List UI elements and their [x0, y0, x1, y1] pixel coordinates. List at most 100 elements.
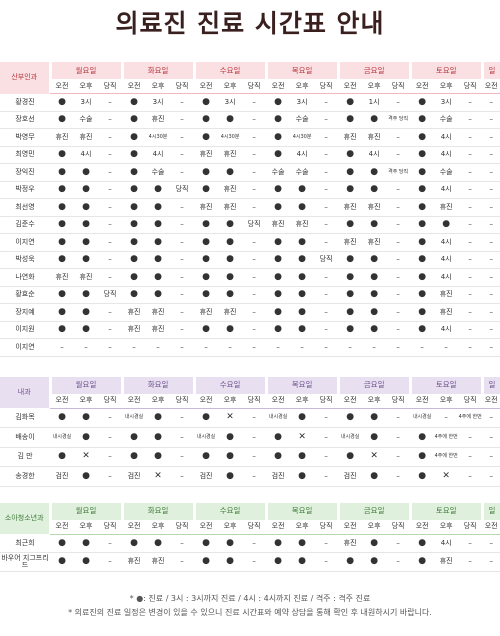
slot-header: 오전 [122, 79, 147, 94]
schedule-cell: 4시 [434, 268, 459, 287]
schedule-cell: ✕ [290, 427, 315, 448]
schedule-cell: ● [290, 408, 315, 428]
slot-header: 오후 [362, 519, 387, 535]
schedule-cell: 휴진 [50, 268, 74, 287]
department: 내과 [0, 376, 50, 408]
schedule-cell: ● [194, 408, 219, 428]
schedule-cell: – [170, 286, 195, 304]
schedule-cell: 3시 [290, 93, 315, 112]
schedule-cell: 휴진 [338, 128, 363, 147]
day-header: 토요일 [408, 376, 483, 394]
slot-header: 당직 [170, 519, 195, 535]
schedule-cell: – [314, 466, 339, 487]
schedule-cell: 검진 [194, 466, 219, 487]
section-table: 소아청소년과 월요일 화요일 수요일 목요일 금요일 토요일 일 오전 오후 당직 오전 오후 당직 오전 오… [0, 502, 500, 572]
slot-header: 오전 [50, 79, 74, 94]
slot-header: 오전 [410, 79, 435, 94]
schedule-cell: 수술 [290, 163, 315, 182]
schedule-cell: – [170, 93, 195, 112]
schedule-cell: – [386, 408, 411, 428]
schedule-cell: – [482, 534, 500, 553]
slot-header: 오후 [146, 79, 171, 94]
schedule-cell: – [482, 303, 500, 322]
schedule-cell: 내시경실 [410, 408, 435, 428]
schedule-cell: – [242, 251, 267, 269]
schedule-cell: ● [290, 181, 315, 199]
schedule-cell: ● [218, 552, 243, 572]
schedule-cell: ● [290, 198, 315, 217]
schedule-cell: ● [50, 251, 74, 269]
schedule-cell: 당직 [170, 181, 195, 199]
schedule-cell: – [314, 198, 339, 217]
schedule-cell: – [170, 447, 195, 467]
schedule-cell: ● [338, 93, 363, 112]
doctor-name: 이지원 [0, 321, 50, 339]
doctor-name: 송경한 [0, 466, 50, 487]
schedule-cell: 당직 [98, 286, 123, 304]
slot-header: 당직 [98, 393, 123, 409]
schedule-cell: ● [266, 447, 291, 467]
slot-header: 당직 [242, 79, 267, 94]
schedule-cell: ● [266, 321, 291, 339]
schedule-cell: – [386, 447, 411, 467]
doctor-row: 황효순 ● ● 당직 ● ● – ● ● – ● ● – ● ● – ● 휴진 – – [0, 286, 500, 304]
doctor-name: 황효순 [0, 286, 50, 304]
schedule-cell: – [314, 338, 339, 357]
schedule-cell: 내시경실 [50, 427, 74, 448]
schedule-cell: 휴진 [194, 303, 219, 322]
schedule-cell: ● [50, 146, 74, 164]
schedule-cell: ● [194, 216, 219, 234]
schedule-cell: ● [122, 427, 147, 448]
doctor-row: 바우어 지그프리드 ● ● – 휴진 휴진 – ● ● – ● ● – ● ● – ● 휴진 – – [0, 552, 500, 572]
schedule-cell: ● [266, 303, 291, 322]
schedule-cell: – [98, 146, 123, 164]
schedule-cell: – [242, 111, 267, 129]
schedule-cell: ● [218, 447, 243, 467]
day-header: 토요일 [408, 502, 483, 520]
schedule-cell: ● [266, 268, 291, 287]
schedule-cell: – [314, 427, 339, 448]
schedule-cell: 휴진 [434, 552, 459, 572]
schedule-cell: ● [362, 251, 387, 269]
schedule-cell: ● [218, 251, 243, 269]
schedule-cell: – [242, 552, 267, 572]
doctor-name: 배송이 [0, 427, 50, 448]
schedule-cell: – [386, 146, 411, 164]
schedule-cell: ● [338, 111, 363, 129]
schedule-cell: 4시30분 [218, 128, 243, 147]
schedule-cell: ● [266, 286, 291, 304]
schedule-cell: 휴진 [434, 303, 459, 322]
schedule-cell: ● [146, 408, 171, 428]
schedule-cell: ● [410, 128, 435, 147]
schedule-cell: – [458, 552, 483, 572]
schedule-cell: – [122, 338, 147, 357]
schedule-cell: 4시 [434, 233, 459, 252]
section-table: 산부인과 월요일 화요일 수요일 목요일 금요일 토요일 일 오전 오후 당직 오전 오후 당직 오전 오후 당… [0, 62, 500, 357]
schedule-cell: 4시 [434, 146, 459, 164]
schedule-cell: ● [410, 251, 435, 269]
schedule-cell: 당직 [314, 251, 339, 269]
schedule-cell: 휴진 [362, 198, 387, 217]
day-header: 수요일 [192, 376, 267, 394]
schedule-cell: ● [266, 552, 291, 572]
doctor-name: 김 만 [0, 447, 50, 467]
schedule-cell: – [242, 534, 267, 553]
schedule-cell: ● [410, 534, 435, 553]
slot-header: 당직 [242, 519, 267, 535]
schedule-cell: – [170, 233, 195, 252]
day-header: 금요일 [336, 62, 411, 79]
schedule-cell: – [242, 286, 267, 304]
schedule-cell: ● [122, 163, 147, 182]
schedule-cell: ✕ [74, 447, 98, 467]
schedule-cell: ● [410, 233, 435, 252]
schedule-cell: – [386, 198, 411, 217]
schedule-cell: ● [338, 163, 363, 182]
schedule-cell: ● [122, 534, 147, 553]
schedule-cell: ● [266, 427, 291, 448]
schedule-cell: ● [194, 286, 219, 304]
schedule-cell: ● [410, 268, 435, 287]
schedule-cell: ● [362, 466, 387, 487]
schedule-cell: 수술 [146, 163, 171, 182]
schedule-cell: – [458, 233, 483, 252]
schedule-cell: – [458, 181, 483, 199]
